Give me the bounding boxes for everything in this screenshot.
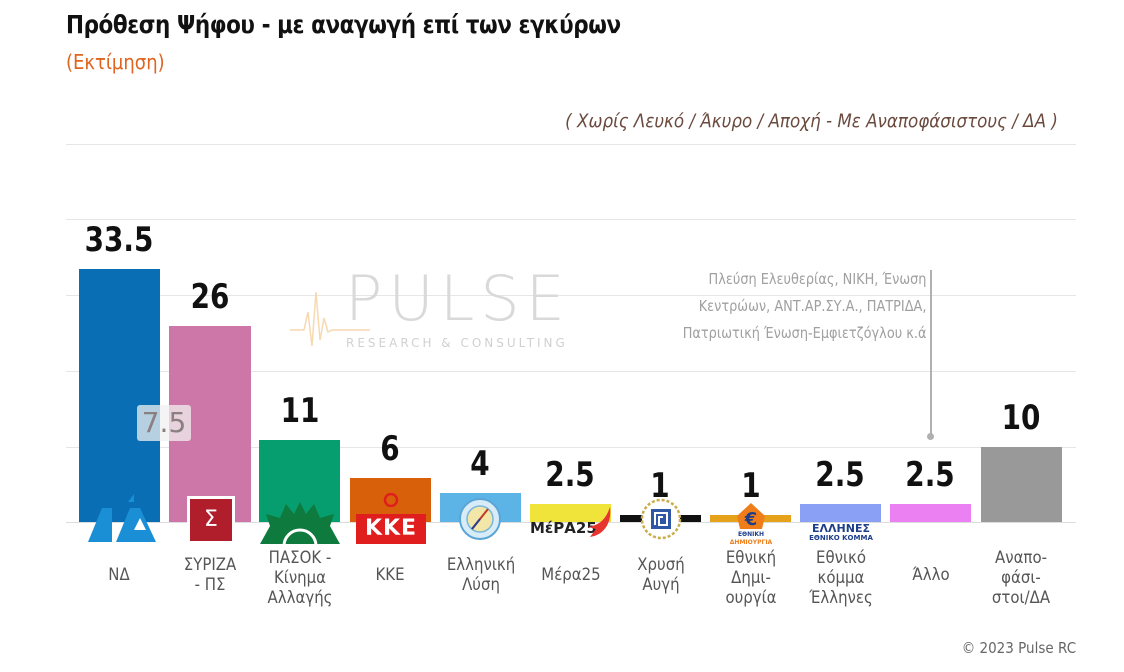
value-label-ellines: 2.5 <box>815 455 865 495</box>
value-label-ethniki-dimiourgia: 1 <box>741 466 761 506</box>
category-label-kke: ΚΚΕ <box>375 565 405 585</box>
other-parties-annotation: Πλεύση Ελευθερίας, ΝΙΚΗ, Ένωση Κεντρώων,… <box>682 270 926 342</box>
category-label-elliniki-lysi: Ελληνική Λύση <box>446 555 516 595</box>
gridline <box>66 371 1076 372</box>
bar-ellines[interactable] <box>800 504 881 522</box>
pulse-watermark: PULSE RESEARCH & CONSULTING <box>290 262 565 362</box>
category-label-ethniki-dimiourgia: Εθνική Δημι-ουργία <box>725 548 777 608</box>
gap-label: 7.5 <box>137 405 191 441</box>
category-label-pasok: ΠΑΣΟΚ - Κίνημα Αλλαγής <box>267 548 333 608</box>
baseline <box>66 522 1076 523</box>
value-label-mera25: 2.5 <box>545 455 595 495</box>
chart-subtitle: (Εκτίμηση) <box>66 50 165 74</box>
value-label-chrysi-avgi: 1 <box>650 466 670 506</box>
chrysi-avgi-meander-icon <box>640 498 682 540</box>
mera25-logo-icon: ΜέΡΑ25 <box>528 505 614 547</box>
annotation-dot <box>927 433 934 440</box>
value-label-allo: 2.5 <box>905 455 955 495</box>
syriza-logo-icon: Σ <box>187 496 235 544</box>
value-label-elliniki-lysi: 4 <box>470 444 490 484</box>
value-label-kke: 6 <box>380 429 400 469</box>
pasok-sun-logo-icon <box>258 500 342 547</box>
gridline <box>66 219 1076 220</box>
chart-note: ( Χωρίς Λευκό / Άκυρο / Αποχή - Με Αναπο… <box>565 110 1058 132</box>
gridline <box>66 447 1076 448</box>
copyright: © 2023 Pulse RC <box>961 639 1076 657</box>
category-label-nd: ΝΔ <box>108 565 130 585</box>
category-label-allo: Άλλο <box>912 565 950 585</box>
value-label-anapofasistoi: 10 <box>1001 398 1041 438</box>
kke-logo-icon: ΚΚΕ <box>356 492 426 544</box>
elliniki-lysi-compass-icon <box>458 497 502 541</box>
ellines-logo-icon: ΕΛΛΗΝΕΣ ΕΘΝΙΚΟ ΚΟΜΜΑ <box>809 522 873 542</box>
annotation-leader-line <box>930 270 932 436</box>
gridline <box>66 295 1076 296</box>
category-label-mera25: Μέρα25 <box>541 565 601 585</box>
gridline <box>66 144 1076 145</box>
pulse-wave-icon <box>290 291 370 347</box>
category-label-ellines: Εθνικό κόμμα Έλληνες <box>809 548 873 608</box>
value-label-syriza: 26 <box>190 277 230 317</box>
category-label-chrysi-avgi: Χρυσή Αυγή <box>637 555 685 595</box>
category-label-anapofasistoi: Αναπο-φάσι-στοι/ΔΑ <box>991 548 1051 608</box>
nd-logo-icon <box>78 494 162 544</box>
category-label-syriza: ΣΥΡΙΖΑ - ΠΣ <box>183 555 237 595</box>
bar-mera25[interactable] <box>530 504 611 522</box>
svg-text:€: € <box>744 509 758 530</box>
value-label-nd: 33.5 <box>84 220 154 260</box>
ethniki-dimiourgia-logo-icon: € ΕΘΝΙΚΗ ΔΗΜΙΟΥΡΓΙΑ <box>718 502 784 548</box>
bar-allo[interactable] <box>890 504 971 522</box>
bar-anapofasistoi[interactable] <box>981 447 1062 522</box>
bar-nd[interactable] <box>79 269 160 522</box>
chart-title: Πρόθεση Ψήφου - με αναγωγή επί των εγκύρ… <box>66 10 621 39</box>
value-label-pasok: 11 <box>280 391 320 431</box>
